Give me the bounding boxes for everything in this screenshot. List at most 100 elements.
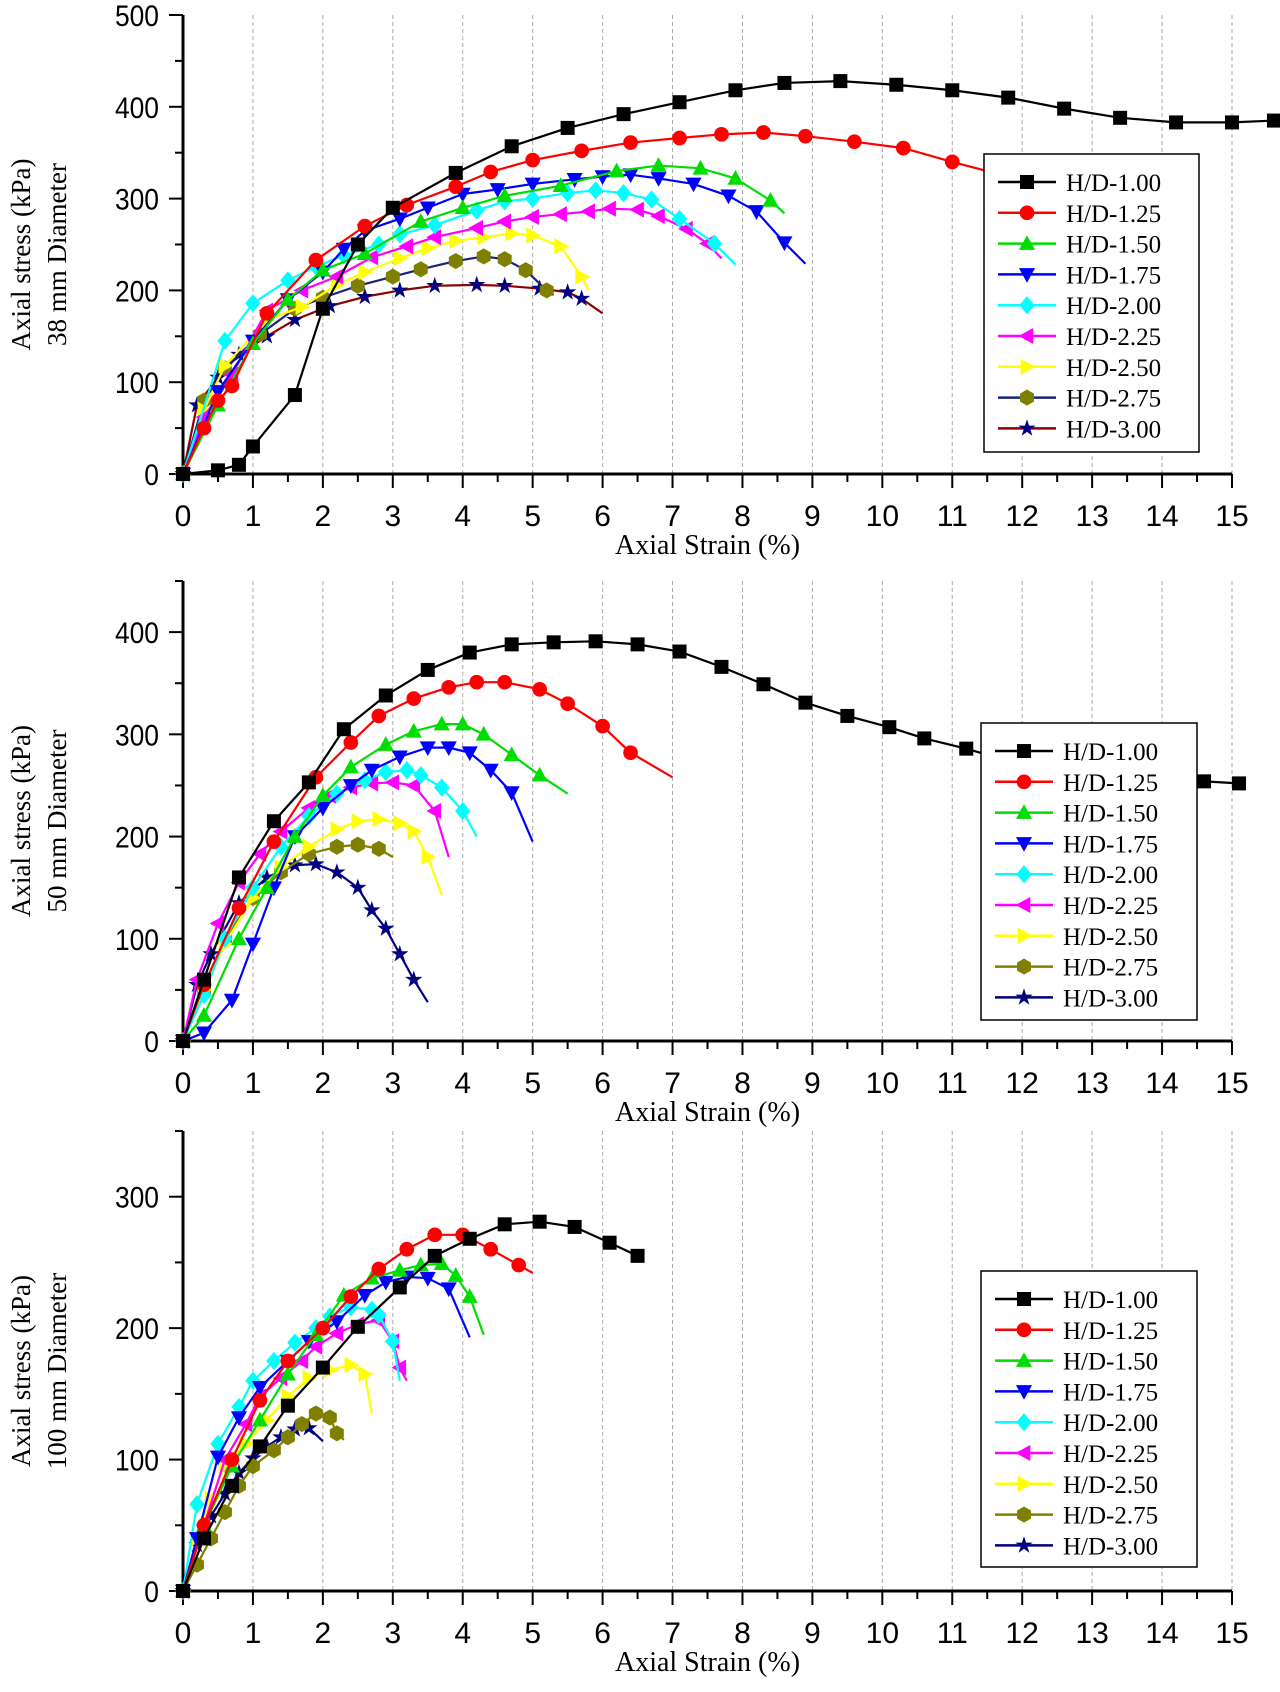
data-point (358, 263, 374, 281)
data-point (552, 206, 567, 223)
x-tick-label: 4 (454, 500, 471, 533)
series-line (181, 1363, 373, 1592)
data-point (1225, 115, 1239, 130)
data-point (748, 205, 765, 220)
data-point (833, 74, 848, 89)
data-point (426, 276, 444, 294)
legend-label: H/D-1.75 (1063, 1379, 1158, 1406)
y-tick-label: 0 (144, 1574, 159, 1608)
series-h-d-2-50 (176, 225, 591, 483)
legend-label: H/D-1.75 (1066, 262, 1161, 289)
data-point (272, 1428, 290, 1445)
data-point (342, 779, 359, 794)
legend-label: H/D-2.00 (1063, 862, 1158, 889)
data-point (847, 134, 862, 150)
data-point (224, 1478, 239, 1493)
data-point (616, 107, 631, 122)
data-point (350, 1319, 365, 1334)
data-point (330, 821, 346, 838)
data-point (328, 1325, 344, 1342)
legend-label: H/D-1.00 (1063, 739, 1158, 766)
series-line (181, 173, 807, 475)
data-point (391, 945, 409, 962)
data-point (357, 218, 373, 234)
data-point (580, 203, 595, 220)
data-point (349, 878, 367, 896)
series-h-d-1-75 (174, 1270, 471, 1600)
data-point (231, 1397, 247, 1417)
data-point (1020, 175, 1034, 189)
data-point (1017, 744, 1031, 758)
y-axis-label: 38 mm Diameter (42, 163, 72, 346)
x-tick-label: 12 (1006, 1067, 1039, 1100)
data-point (176, 1034, 190, 1048)
data-point (518, 262, 533, 279)
data-point (251, 1380, 268, 1396)
legend-item: H/D-2.25 (995, 893, 1158, 920)
x-tick-label: 6 (594, 1067, 611, 1100)
data-point (497, 674, 513, 690)
data-point (427, 216, 443, 235)
data-point (566, 173, 583, 188)
data-point (1018, 419, 1036, 436)
data-point (342, 758, 359, 774)
legend-box (983, 153, 1200, 453)
series-h-d-1-00 (176, 74, 1280, 481)
data-point (209, 368, 227, 385)
data-point (1017, 927, 1033, 944)
data-point (602, 1235, 617, 1250)
legend-label: H/D-3.00 (1063, 1533, 1158, 1560)
data-point (840, 708, 855, 723)
data-point (524, 208, 539, 226)
data-point (202, 1506, 220, 1524)
legend-item: H/D-2.25 (995, 1441, 1158, 1468)
data-point (209, 1450, 227, 1466)
data-point (356, 245, 373, 260)
data-point (224, 1452, 240, 1467)
data-point (944, 154, 960, 170)
legend-label: H/D-3.00 (1066, 416, 1161, 443)
series-line (181, 232, 590, 475)
legend-label: H/D-2.50 (1063, 1472, 1158, 1499)
data-point (196, 420, 212, 436)
x-tick-label: 2 (315, 1067, 332, 1100)
x-tick-label: 0 (175, 500, 192, 533)
legend-item: H/D-2.75 (998, 386, 1161, 413)
data-point (391, 1261, 408, 1277)
data-point (421, 240, 437, 257)
data-point (449, 232, 465, 249)
data-point (776, 236, 793, 252)
data-point (483, 1241, 499, 1257)
legend-item: H/D-1.00 (995, 739, 1158, 766)
data-point (391, 281, 409, 298)
legend-item: H/D-3.00 (995, 1533, 1158, 1560)
data-point (419, 741, 436, 757)
legend-label: H/D-2.50 (1063, 924, 1158, 951)
legend-label: H/D-1.25 (1063, 770, 1158, 797)
data-point (413, 766, 429, 785)
data-point (252, 1439, 267, 1454)
data-point (1113, 110, 1128, 125)
x-tick-label: 15 (1215, 500, 1248, 533)
data-point (315, 1320, 331, 1336)
x-tick-label: 4 (454, 1617, 471, 1650)
data-point (623, 745, 638, 761)
legend-label: H/D-1.50 (1063, 801, 1158, 828)
data-point (385, 1332, 401, 1351)
data-point (393, 815, 409, 832)
data-point (526, 227, 542, 244)
data-point (643, 190, 660, 209)
data-point (1001, 90, 1016, 105)
x-tick-label: 13 (1075, 1617, 1108, 1650)
data-point (372, 811, 388, 828)
data-point (300, 1418, 318, 1436)
data-point (714, 126, 729, 142)
data-point (1231, 776, 1246, 791)
data-point (448, 252, 463, 270)
x-tick-label: 8 (734, 500, 751, 533)
legend-label: H/D-2.00 (1063, 1410, 1158, 1437)
data-point (1015, 988, 1033, 1005)
data-point (258, 879, 275, 894)
data-point (252, 1393, 268, 1408)
data-point (889, 77, 904, 92)
